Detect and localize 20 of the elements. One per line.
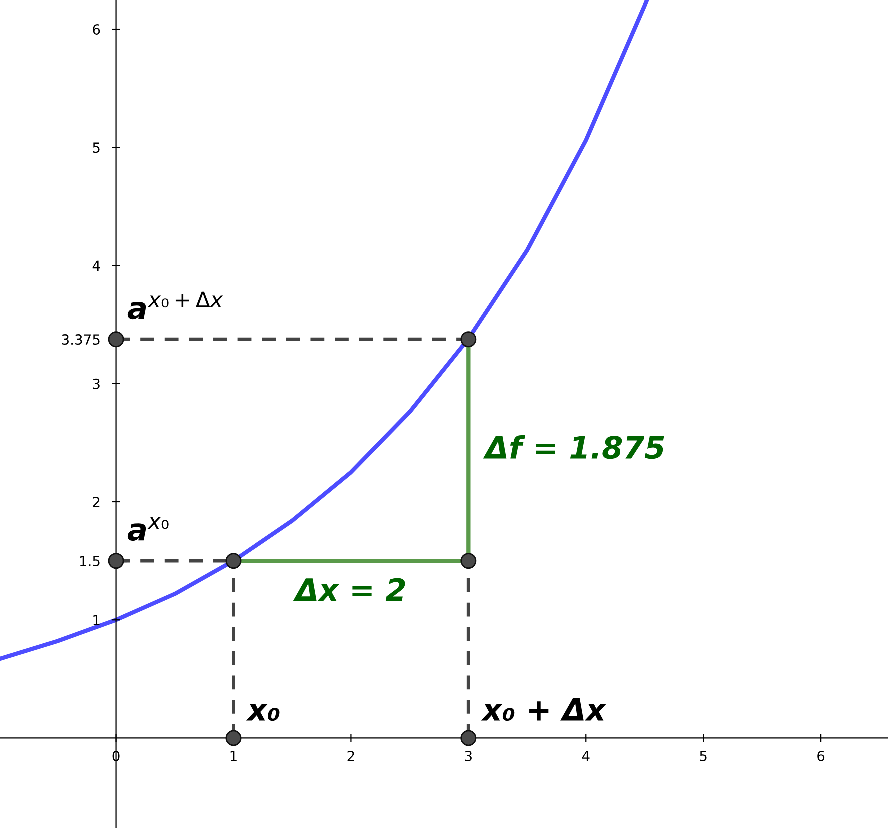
x-tick-label: 2 <box>348 750 354 762</box>
y-tick-label: 4 <box>92 260 100 272</box>
x-tick-label: 1 <box>230 751 237 762</box>
y-tick-label: 3.375 <box>62 334 100 346</box>
annotation: x₀ + Δx <box>481 698 607 722</box>
y-tick-label: 1.5 <box>80 556 100 567</box>
y-tick-label: 5 <box>93 142 100 154</box>
y-tick-label: 6 <box>93 24 100 36</box>
x-tick-label: 3 <box>465 750 472 762</box>
annotation: a$^{x₀+Δx}$ <box>128 292 224 320</box>
x-tick-label: 4 <box>582 751 590 762</box>
annotation: Δf = 1.875 <box>483 436 664 460</box>
y-tick-label: 2 <box>93 496 100 508</box>
y-tick-label: 3 <box>93 378 100 390</box>
x-tick-label: 5 <box>700 751 707 762</box>
y-tick-label: 1 <box>94 615 100 626</box>
annotation: x₀ <box>246 704 280 722</box>
annotation: Δx = 2 <box>293 578 406 601</box>
annotation: a$^{x₀}$ <box>128 517 169 542</box>
x-tick-label: 6 <box>818 750 825 762</box>
